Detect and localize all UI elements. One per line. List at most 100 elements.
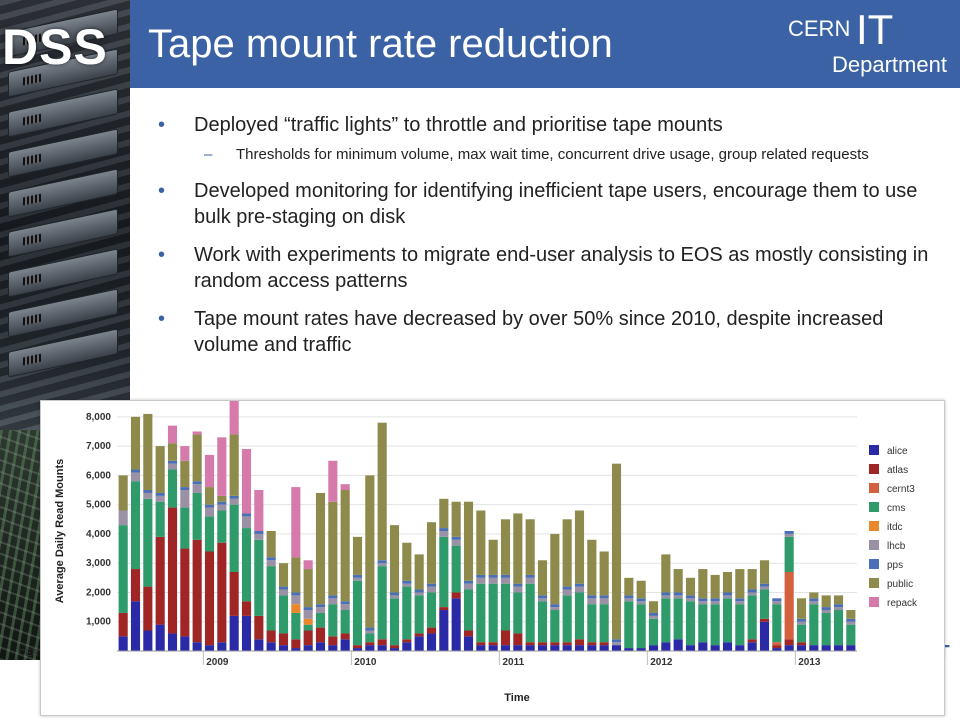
bar-segment-cms: [550, 610, 560, 643]
bar-segment-public: [426, 522, 437, 584]
bar-segment-alice: [426, 633, 437, 651]
legend-label: cms: [887, 503, 905, 514]
bar-segment-cms: [118, 525, 128, 613]
bar-segment-atlas: [143, 586, 153, 631]
logo-it-text: IT: [856, 6, 894, 53]
bar-segment-alice: [476, 645, 486, 651]
bar-segment-atlas: [241, 601, 252, 616]
bar-segment-lhcb: [710, 601, 720, 605]
bar-segment-alice: [328, 645, 338, 651]
bullet-dot-icon: •: [158, 114, 166, 136]
bullet-item: • Tape mount rates have decreased by ove…: [158, 306, 938, 358]
bar-segment-lhcb: [476, 577, 486, 584]
bar-segment-alice: [599, 645, 609, 651]
bar-segment-pps: [328, 595, 338, 599]
bar-segment-alice: [402, 642, 412, 651]
bar-segment-lhcb: [241, 516, 252, 529]
sub-bullet-text: Thresholds for minimum volume, max wait …: [236, 146, 869, 163]
bar-segment-cms: [377, 566, 387, 640]
bar-segment-repack: [229, 401, 239, 435]
cern-it-department-logo: CERN IT Department: [772, 6, 952, 82]
bar-segment-atlas: [759, 618, 770, 622]
bar-segment-atlas: [130, 569, 141, 602]
bar-segment-public: [377, 422, 387, 561]
bar-segment-public: [846, 610, 856, 619]
bar-segment-repack: [180, 446, 190, 461]
y-tick-label: 8,000: [86, 412, 111, 423]
bar-segment-pps: [525, 574, 535, 578]
bar-segment-cms: [426, 592, 437, 628]
bar-segment-lhcb: [599, 598, 609, 605]
bar-segment-public: [673, 569, 683, 593]
bar-segment-cms: [500, 583, 511, 631]
bar-segment-alice: [204, 645, 215, 651]
bar-segment-atlas: [772, 645, 782, 649]
bar-segment-pps: [229, 495, 239, 499]
bar-segment-cms: [846, 624, 856, 646]
bar-segment-public: [365, 475, 375, 628]
bar-segment-alice: [118, 636, 128, 651]
legend-swatch-itdc: [869, 521, 879, 531]
bar-segment-pps: [192, 481, 202, 485]
bullet-text: Deployed “traffic lights” to throttle an…: [194, 114, 723, 136]
bar-segment-pps: [833, 604, 844, 608]
bar-segment-pps: [463, 580, 474, 584]
bar-segment-lhcb: [833, 607, 844, 611]
bar-segment-cms: [315, 612, 326, 628]
bar-segment-lhcb: [426, 586, 437, 593]
bar-segment-lhcb: [624, 598, 634, 602]
bar-segment-cms: [217, 510, 227, 543]
bar-segment-alice: [846, 645, 856, 651]
bullet-item: • Work with experiments to migrate end-u…: [158, 242, 938, 294]
bar-segment-pps: [291, 592, 301, 596]
bar-segment-cms: [821, 612, 831, 646]
bar-segment-lhcb: [648, 615, 659, 619]
bar-segment-lhcb: [537, 598, 548, 602]
bar-segment-pps: [673, 592, 683, 596]
bar-segment-lhcb: [846, 621, 856, 625]
bar-segment-public: [352, 536, 363, 575]
bar-segment-cms: [673, 598, 683, 640]
bar-segment-alice: [130, 601, 141, 651]
bar-segment-lhcb: [402, 583, 412, 587]
bar-segment-atlas: [377, 639, 387, 646]
legend-label: lhcb: [887, 541, 906, 552]
bar-segment-alice: [180, 636, 190, 651]
bar-segment-public: [735, 569, 745, 599]
bar-segment-lhcb: [340, 604, 350, 611]
bar-segment-alice: [784, 645, 794, 651]
bar-segment-atlas: [426, 627, 437, 634]
bar-segment-alice: [759, 621, 770, 651]
bar-segment-lhcb: [562, 589, 572, 596]
bar-segment-cms: [488, 583, 498, 643]
bar-segment-atlas: [328, 636, 338, 646]
bar-segment-pps: [167, 460, 178, 464]
bar-segment-pps: [587, 595, 597, 599]
bar-segment-lhcb: [377, 563, 387, 567]
bar-segment-alice: [500, 645, 511, 651]
bar-segment-repack: [254, 490, 264, 531]
bar-segment-alice: [698, 642, 708, 651]
title-bar: Tape mount rate reduction CERN IT Depart…: [130, 0, 960, 88]
bar-segment-pps: [846, 618, 856, 622]
bar-segment-public: [266, 531, 276, 558]
tape-mounts-chart: 1,000 2,000 3,000 4,000 5,000 6,000 7,000 8,000…: [54, 401, 918, 704]
x-axis-title: Time: [504, 692, 529, 704]
bar-segment-public: [303, 569, 313, 608]
bar-segment-lhcb: [130, 472, 141, 482]
bullet-item: • Deployed “traffic lights” to throttle …: [158, 112, 938, 138]
bar-segment-public: [463, 501, 474, 581]
bar-segment-cms: [698, 604, 708, 643]
bar-segment-cms: [192, 492, 202, 540]
bar-segment-repack: [192, 431, 202, 435]
bar-segment-public: [143, 413, 153, 491]
bar-segment-pps: [180, 487, 190, 491]
bar-segment-pps: [278, 586, 289, 590]
bar-segment-lhcb: [784, 533, 794, 537]
bar-segment-cms: [402, 586, 412, 640]
bar-segment-lhcb: [550, 607, 560, 611]
bar-segment-cms: [463, 589, 474, 631]
bar-segment-atlas: [340, 633, 350, 640]
y-tick-label: 5,000: [86, 500, 111, 511]
x-tick-label: 2009: [206, 657, 229, 668]
